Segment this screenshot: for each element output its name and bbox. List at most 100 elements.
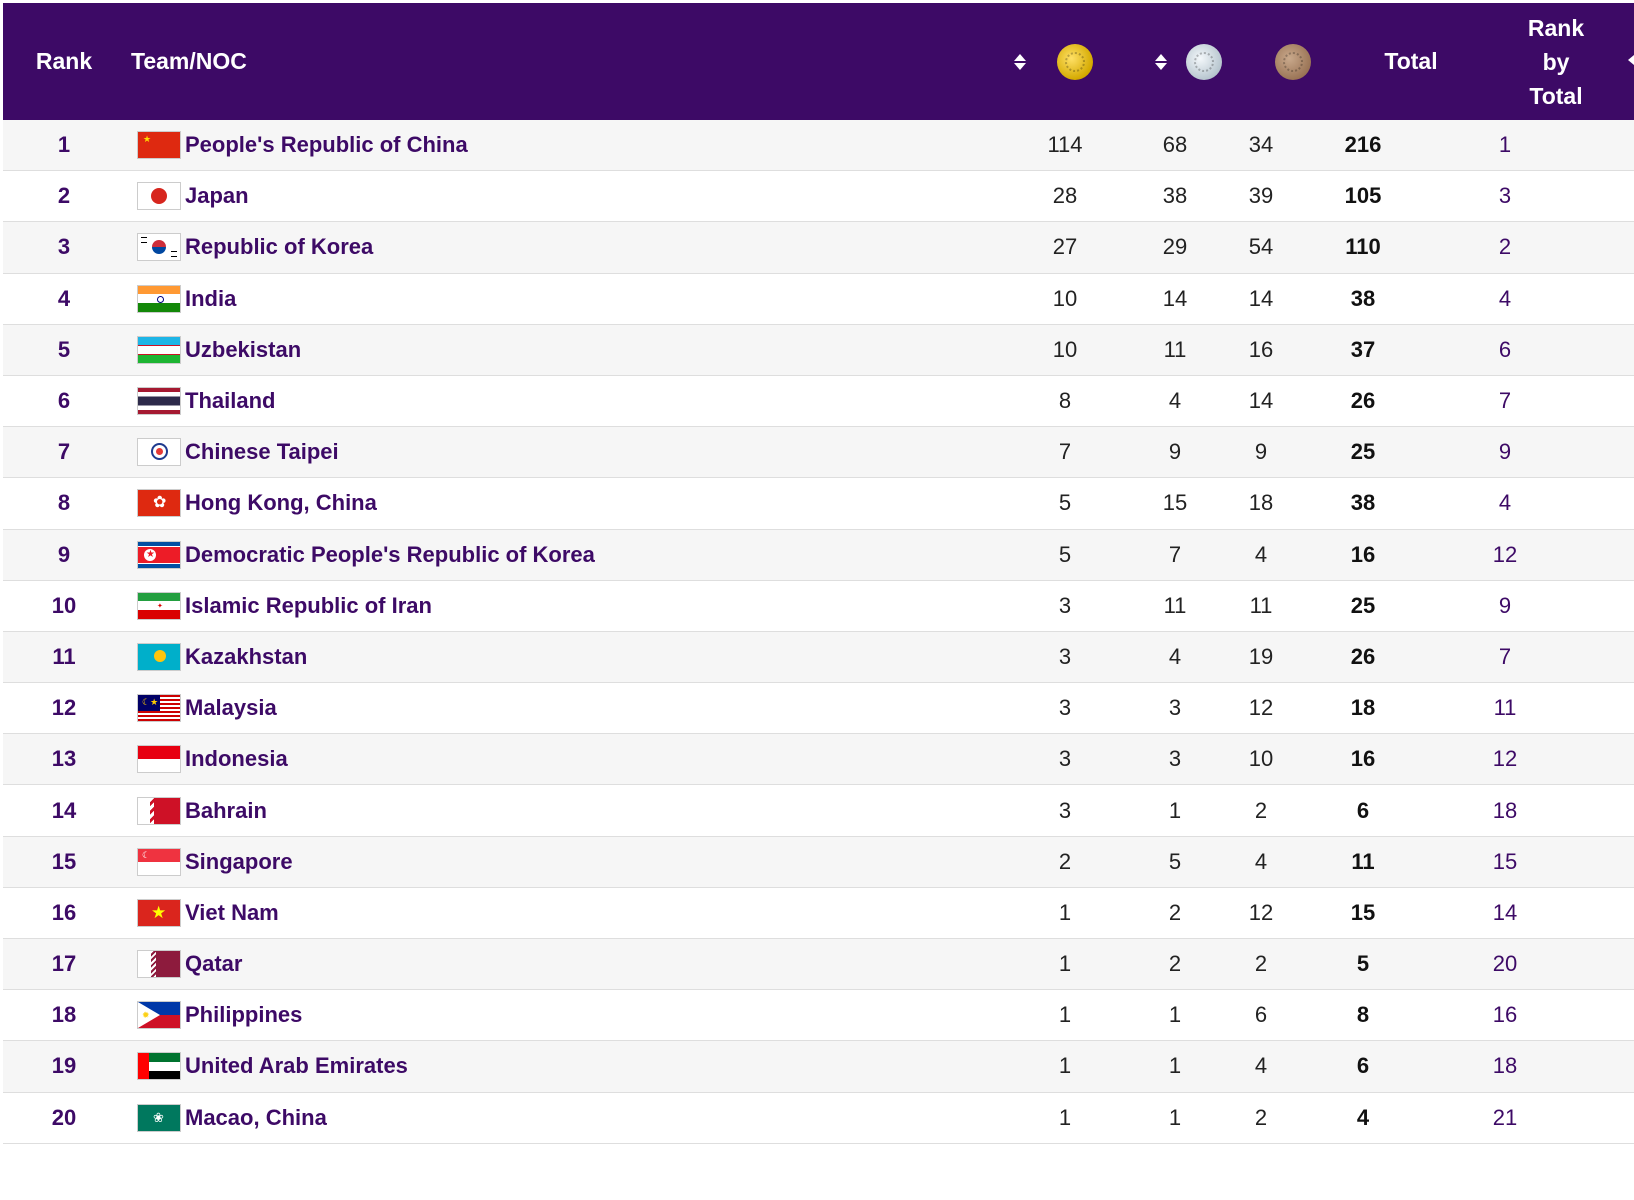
table-row[interactable]: 10 ✦ Islamic Republic of Iran 3 11 11 25 9 <box>3 581 1634 632</box>
bronze-count: 10 <box>1248 746 1274 772</box>
rank-by-total: 2 <box>1498 234 1512 260</box>
uzbekistan-flag-icon <box>137 335 181 364</box>
table-row[interactable]: 9 ★ Democratic People's Republic of Korea 5… <box>3 529 1634 581</box>
table-row[interactable]: 12 ☾★ Malaysia 3 3 12 18 11 <box>3 683 1634 735</box>
hong-kong-flag-icon: ✿ <box>137 489 181 518</box>
silver-count: 2 <box>1168 951 1182 977</box>
rank-by-total: 16 <box>1492 1002 1518 1028</box>
team-link[interactable]: Democratic People's Republic of Korea <box>185 541 595 567</box>
rank-cell: 15 <box>51 848 77 874</box>
header-team[interactable]: Team/NOC <box>131 48 247 74</box>
silver-count: 1 <box>1168 1104 1182 1130</box>
rank-by-total: 7 <box>1498 388 1512 414</box>
flag-cell <box>136 376 182 426</box>
header-rank[interactable]: Rank <box>35 48 93 74</box>
team-link[interactable]: Republic of Korea <box>185 234 374 260</box>
rank-cell: 20 <box>51 1104 77 1130</box>
rank-cell: 5 <box>57 336 71 362</box>
table-row[interactable]: 13 Indonesia 3 3 10 16 12 <box>3 734 1634 786</box>
gold-count: 5 <box>1058 541 1072 567</box>
table-row[interactable]: 8 ✿ Hong Kong, China 5 15 18 38 4 <box>3 478 1634 530</box>
total-count: 25 <box>1350 439 1376 465</box>
team-link[interactable]: Kazakhstan <box>185 643 308 669</box>
team-link[interactable]: Hong Kong, China <box>185 490 377 516</box>
table-row[interactable]: 3 Republic of Korea 27 29 54 110 2 <box>3 222 1634 274</box>
team-link[interactable]: Thailand <box>185 388 276 414</box>
rank-by-total: 7 <box>1498 643 1512 669</box>
rank-cell: 1 <box>57 132 71 158</box>
table-row[interactable]: 17 Qatar 1 2 2 5 20 <box>3 939 1634 991</box>
flag-cell: ★ <box>136 530 182 580</box>
table-row[interactable]: 15 ☾ Singapore 2 5 4 11 15 <box>3 836 1634 888</box>
table-row[interactable]: 2 Japan 28 38 39 105 3 <box>3 171 1634 223</box>
silver-count: 1 <box>1168 1053 1182 1079</box>
malaysia-flag-icon: ☾★ <box>137 694 181 723</box>
rank-by-total: 15 <box>1492 848 1518 874</box>
rank-by-total: 4 <box>1498 490 1512 516</box>
team-link[interactable]: Viet Nam <box>185 899 279 925</box>
header-rank-by-total-line1: Rank <box>1527 14 1585 41</box>
rank-by-total: 12 <box>1492 746 1518 772</box>
flag-cell: ✦ <box>136 581 182 631</box>
flag-cell: ★ <box>136 120 182 170</box>
table-row[interactable]: 20 ❀ Macao, China 1 1 2 4 21 <box>3 1093 1634 1144</box>
team-link[interactable]: Macao, China <box>185 1104 327 1130</box>
medal-table: Rank Team/NOC Total Rank by Total 1 ★ Peop… <box>3 3 1634 1144</box>
flag-cell: ★ <box>136 888 182 938</box>
team-link[interactable]: Islamic Republic of Iran <box>185 592 432 618</box>
table-row[interactable]: 6 Thailand 8 4 14 26 7 <box>3 376 1634 428</box>
team-link[interactable]: Chinese Taipei <box>185 439 339 465</box>
table-row[interactable]: 5 Uzbekistan 10 11 16 37 6 <box>3 324 1634 376</box>
rank-cell: 4 <box>57 285 71 311</box>
header-total[interactable]: Total <box>1384 48 1438 74</box>
table-row[interactable]: 11 Kazakhstan 3 4 19 26 7 <box>3 631 1634 684</box>
team-link[interactable]: Philippines <box>185 1002 303 1028</box>
team-link[interactable]: Qatar <box>185 951 243 977</box>
team-link[interactable]: India <box>185 285 237 311</box>
bronze-count: 14 <box>1248 285 1274 311</box>
flag-cell <box>136 171 182 221</box>
rank-cell: 12 <box>51 695 77 721</box>
rank-cell: 7 <box>57 439 71 465</box>
scroll-right-icon[interactable] <box>1628 55 1634 65</box>
table-row[interactable]: 16 ★ Viet Nam 1 2 12 15 14 <box>3 888 1634 939</box>
team-link[interactable]: Uzbekistan <box>185 336 302 362</box>
india-flag-icon <box>137 284 181 313</box>
silver-count: 11 <box>1163 336 1187 362</box>
flag-cell: ✹ <box>136 990 182 1040</box>
table-row[interactable]: 18 ✹ Philippines 1 1 6 8 16 <box>3 990 1634 1042</box>
macao-flag-icon: ❀ <box>137 1103 181 1132</box>
silver-count: 4 <box>1168 388 1182 414</box>
bronze-count: 54 <box>1248 234 1274 260</box>
rank-by-total: 9 <box>1498 592 1512 618</box>
total-count: 37 <box>1350 336 1376 362</box>
bronze-count: 2 <box>1254 797 1268 823</box>
header-rank-by-total[interactable]: Rank by Total <box>1511 3 1601 120</box>
gold-count: 3 <box>1058 746 1072 772</box>
bronze-medal-icon[interactable] <box>1273 3 1313 120</box>
team-link[interactable]: United Arab Emirates <box>185 1053 408 1079</box>
silver-medal-icon[interactable] <box>1184 3 1224 120</box>
team-link[interactable]: Bahrain <box>185 797 267 823</box>
flag-cell <box>136 734 182 784</box>
rank-cell: 3 <box>57 234 71 260</box>
table-row[interactable]: 14 Bahrain 3 1 2 6 18 <box>3 785 1634 837</box>
table-row[interactable]: 19 United Arab Emirates 1 1 4 6 18 <box>3 1041 1634 1093</box>
rank-by-total: 6 <box>1498 336 1512 362</box>
sort-icon[interactable] <box>1007 3 1033 120</box>
rank-cell: 14 <box>51 797 77 823</box>
team-link[interactable]: People's Republic of China <box>185 132 468 158</box>
team-link[interactable]: Malaysia <box>185 695 277 721</box>
sort-icon[interactable] <box>1148 3 1174 120</box>
total-count: 16 <box>1350 746 1376 772</box>
rank-by-total: 9 <box>1498 439 1512 465</box>
team-link[interactable]: Singapore <box>185 848 293 874</box>
gold-medal-icon[interactable] <box>1055 3 1095 120</box>
team-link[interactable]: Indonesia <box>185 746 288 772</box>
team-link[interactable]: Japan <box>185 183 249 209</box>
table-row[interactable]: 7 Chinese Taipei 7 9 9 25 9 <box>3 427 1634 479</box>
rank-by-total: 18 <box>1492 1053 1518 1079</box>
table-row[interactable]: 1 ★ People's Republic of China 114 68 34 216 1 <box>3 120 1634 172</box>
gold-count: 1 <box>1058 1053 1072 1079</box>
table-row[interactable]: 4 India 10 14 14 38 4 <box>3 274 1634 325</box>
